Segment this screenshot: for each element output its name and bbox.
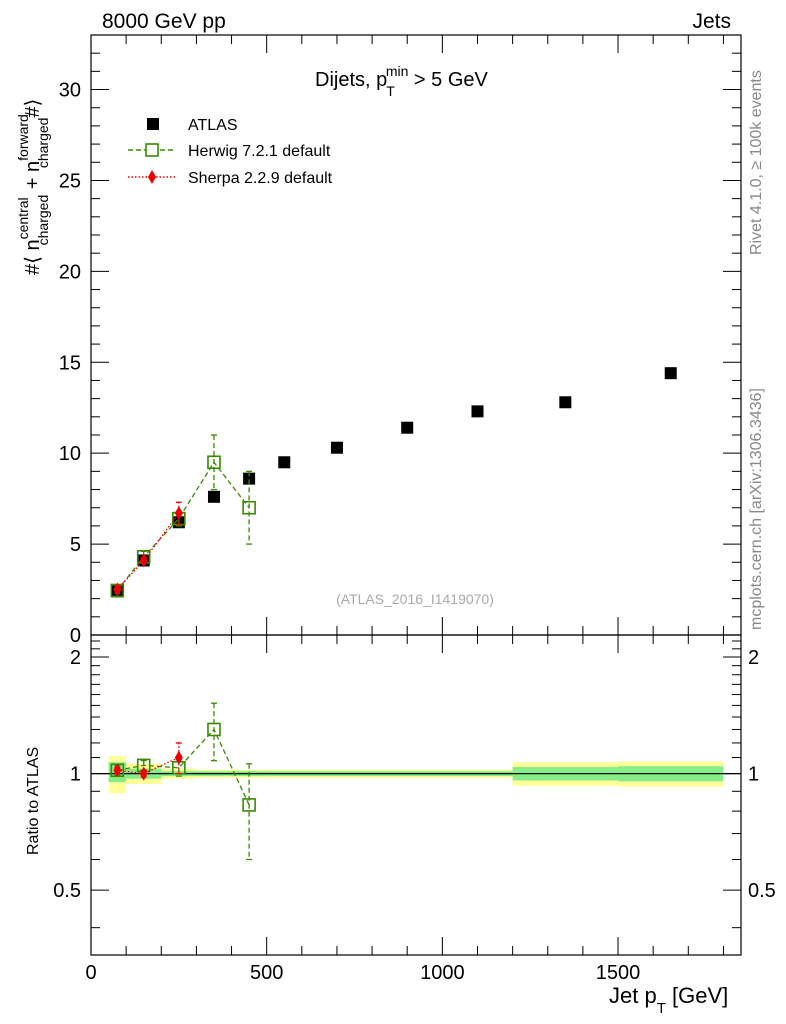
xtick-label: 1500	[596, 962, 641, 984]
main-ylabel: #⟨ ncentral charged + nforward charged#⟩	[15, 99, 51, 275]
ylabel-c: #⟩	[22, 99, 44, 118]
title-sup: min	[386, 63, 409, 79]
atlas-point	[243, 472, 256, 485]
ytick-label-ratio-left: 1	[70, 764, 81, 786]
main-plot-marks	[110, 367, 677, 598]
atlas-point	[278, 456, 291, 469]
atlas-point	[401, 421, 414, 434]
ytick-label-ratio-right: 0.5	[748, 880, 776, 902]
ylabel-a: #⟨ n	[22, 239, 44, 275]
sherpa-ratio-point	[113, 763, 122, 778]
plot-title: Dijets, pTmin > 5 GeV	[315, 63, 489, 99]
atlas-point	[330, 441, 343, 454]
tick-labels: 0 500 1000 1500 0 5 10 15 20 25 30 0.5 0.5 1 1 2 2	[53, 80, 776, 984]
legend-label-herwig: Herwig 7.2.1 default	[188, 143, 331, 160]
herwig-ratio-point	[242, 798, 256, 812]
ylabel-b-sub: charged	[35, 118, 51, 169]
legend-label-atlas: ATLAS	[188, 117, 238, 134]
ytick-label-ratio-left: 0.5	[53, 880, 81, 902]
ytick-label-main: 25	[59, 170, 81, 192]
analysis-watermark: (ATLAS_2016_I1419070)	[336, 591, 494, 607]
xtick-label: 500	[250, 962, 283, 984]
xlabel-post: [GeV]	[666, 983, 728, 1008]
ratio-ylabel: Ratio to ATLAS	[25, 747, 42, 855]
herwig-point	[207, 455, 221, 470]
legend: ATLAS Herwig 7.2.1 default Sherpa 2.2.9 …	[128, 117, 333, 187]
ytick-label-main: 0	[70, 625, 81, 647]
xlabel-sub: T	[657, 1000, 666, 1017]
ytick-label-ratio-right: 2	[748, 647, 759, 669]
legend-marker-atlas	[147, 118, 159, 130]
xtick-label: 0	[85, 962, 96, 984]
sherpa-point	[139, 553, 148, 568]
title-pre: Dijets, p	[315, 69, 387, 91]
herwig-point	[242, 500, 256, 515]
xtick-label: 1000	[420, 962, 465, 984]
ytick-label-main: 10	[59, 443, 81, 465]
ytick-label-main: 15	[59, 352, 81, 374]
ratio-uncertainty-bands	[91, 756, 741, 794]
legend-marker-sherpa	[148, 170, 156, 184]
legend-marker-herwig	[145, 143, 159, 157]
ratio-plot-frame	[90, 634, 742, 956]
axes-ticks	[90, 34, 741, 955]
legend-label-sherpa: Sherpa 2.2.9 default	[188, 170, 333, 187]
ratio-plot-marks	[110, 702, 256, 861]
sherpa-point	[113, 582, 122, 597]
header-left: 8000 GeV pp	[102, 10, 226, 33]
herwig-ratio-point	[207, 722, 221, 737]
ytick-label-ratio-right: 1	[748, 764, 759, 786]
title-post: > 5 GeV	[408, 69, 488, 91]
ytick-label-main: 5	[70, 534, 81, 556]
rivet-label: Rivet 4.1.0, ≥ 100k events	[748, 70, 765, 255]
mcplots-label: mcplots.cern.ch [arXiv:1306.3436]	[748, 388, 765, 630]
sherpa-point	[174, 506, 183, 521]
xlabel-pre: Jet p	[609, 983, 657, 1008]
atlas-point	[207, 490, 220, 503]
ytick-label-main: 30	[59, 80, 81, 102]
sherpa-ratio-point	[174, 750, 183, 765]
ytick-label-ratio-left: 2	[70, 647, 81, 669]
atlas-point	[559, 396, 572, 409]
herwig-ratio-line	[117, 728, 250, 806]
ylabel-b: + n	[22, 161, 44, 195]
x-axis-label: Jet pT [GeV]	[609, 983, 728, 1017]
ylabel-a-sub: charged	[35, 195, 51, 246]
ylabel-b-sup: forward	[15, 114, 31, 161]
title-sub: T	[386, 83, 395, 99]
herwig-line	[116, 461, 250, 591]
header-right: Jets	[692, 10, 731, 33]
atlas-point	[471, 405, 484, 418]
sherpa-ratio-point	[139, 766, 148, 781]
atlas-point	[664, 367, 677, 380]
ylabel-a-sup: central	[15, 197, 31, 239]
ytick-label-main: 20	[59, 261, 81, 283]
